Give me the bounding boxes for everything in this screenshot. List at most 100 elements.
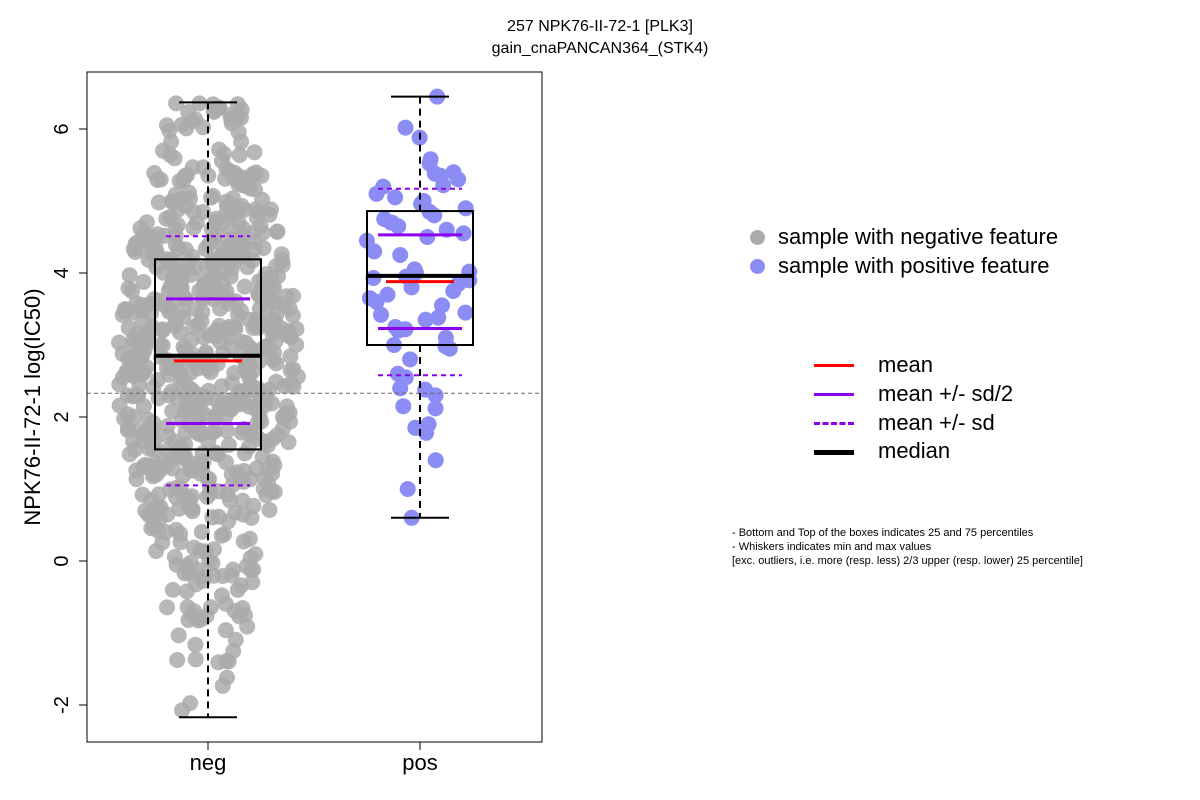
pos-sample-point <box>403 279 420 296</box>
neg-sample-point <box>233 302 249 319</box>
y-tick-label: 6 <box>51 123 73 134</box>
neg-sample-point <box>256 271 273 288</box>
pos-sample-point <box>445 283 462 299</box>
neg-sample-point <box>163 383 180 400</box>
neg-sample-point <box>217 622 234 639</box>
neg-sample-point <box>250 285 267 302</box>
neg-sample-point <box>187 576 204 593</box>
pos-sample-point <box>427 452 444 469</box>
neg-sample-point <box>225 168 242 185</box>
pos-sample-point <box>395 398 412 415</box>
y-tick-label: 2 <box>51 411 73 422</box>
neg-sample-point <box>184 248 201 265</box>
pos-sample-point <box>457 200 474 217</box>
neg-sample-point <box>248 460 265 477</box>
neg-sample-point <box>161 122 178 139</box>
neg-sample-point <box>149 506 165 523</box>
neg-sample-point <box>215 240 232 256</box>
pos-sample-point <box>450 171 467 188</box>
neg-sample-point <box>164 581 181 598</box>
pos-sample-point <box>426 207 443 224</box>
pos-sample-point <box>441 340 458 357</box>
legend-label-sd: mean +/- sd <box>878 410 995 435</box>
neg-sample-point <box>152 462 169 479</box>
y-tick-label: -2 <box>51 696 73 714</box>
neg-sample-point <box>240 439 257 455</box>
chart-subtitle: gain_cnaPANCAN364_(STK4) <box>491 40 709 57</box>
legend-line-half-sd <box>814 393 854 396</box>
pos-sample-point <box>417 311 434 328</box>
pos-sample-point <box>392 247 409 263</box>
legend-line-median <box>814 450 854 455</box>
pos-sample-point <box>390 322 407 339</box>
pos-sample-point <box>397 119 414 136</box>
neg-sample-point <box>245 561 262 578</box>
neg-sample-point <box>258 433 275 450</box>
neg-sample-point <box>179 599 196 615</box>
neg-sample-point <box>187 651 204 668</box>
neg-sample-point <box>135 274 152 290</box>
neg-sample-point <box>181 380 198 396</box>
neg-sample-point <box>223 110 240 127</box>
pos-sample-point <box>434 297 450 314</box>
neg-sample-point <box>116 410 133 427</box>
neg-sample-point <box>235 220 252 237</box>
chart-notes: - Bottom and Top of the boxes indicates … <box>732 526 1083 568</box>
neg-sample-point <box>248 164 264 181</box>
neg-sample-point <box>207 322 224 339</box>
neg-sample-point <box>170 627 187 644</box>
x-tick-label: neg <box>190 750 227 775</box>
pos-sample-point <box>399 481 416 497</box>
neg-sample-point <box>276 297 293 314</box>
neg-sample-point <box>263 201 279 218</box>
neg-sample-point <box>206 258 223 275</box>
chart-title: 257 NPK76-II-72-1 [PLK3] <box>507 18 693 35</box>
neg-sample-point <box>174 702 190 719</box>
neg-sample-point <box>127 441 144 458</box>
neg-sample-point <box>216 526 233 543</box>
neg-sample-point <box>172 534 189 551</box>
pos-sample-point <box>435 177 452 194</box>
neg-sample-point <box>148 243 165 260</box>
neg-sample-point <box>231 147 248 163</box>
neg-sample-point <box>254 224 271 241</box>
neg-sample-point <box>263 395 280 412</box>
pos-sample-point <box>418 424 435 441</box>
neg-sample-point <box>193 523 210 540</box>
neg-sample-point <box>233 133 250 150</box>
neg-sample-point <box>217 595 234 612</box>
neg-sample-point <box>170 240 187 257</box>
pos-sample-point <box>368 185 385 202</box>
pos-sample-point <box>427 387 444 404</box>
neg-sample-point <box>207 444 224 461</box>
neg-sample-point <box>125 241 142 257</box>
neg-sample-point <box>184 500 201 517</box>
pos-sample-point <box>455 225 472 242</box>
neg-sample-point <box>211 99 228 116</box>
y-tick-label: 4 <box>51 267 73 278</box>
neg-sample-point <box>149 172 166 188</box>
neg-sample-point <box>177 262 194 279</box>
neg-sample-point <box>233 197 250 214</box>
neg-sample-point <box>201 552 218 569</box>
neg-sample-point <box>213 378 230 395</box>
neg-sample-point <box>170 445 187 462</box>
neg-sample-point <box>255 240 272 256</box>
neg-sample-point <box>242 423 259 440</box>
pos-sample-point <box>390 218 407 235</box>
neg-sample-point <box>175 172 192 189</box>
neg-sample-point <box>168 95 185 112</box>
pos-sample-point <box>368 293 385 310</box>
neg-sample-point <box>247 201 264 218</box>
y-axis-label: NPK76-II-72-1 log(IC50) <box>20 288 45 525</box>
legend-label-median: median <box>878 438 951 463</box>
neg-sample-point <box>135 459 152 476</box>
neg-sample-point <box>194 304 211 321</box>
neg-sample-point <box>154 534 171 551</box>
neg-sample-point <box>111 397 128 414</box>
neg-sample-point <box>167 313 184 330</box>
neg-sample-point <box>182 190 198 207</box>
neg-sample-point <box>197 389 214 405</box>
neg-sample-point <box>158 210 175 227</box>
pos-sample-point <box>430 309 447 326</box>
